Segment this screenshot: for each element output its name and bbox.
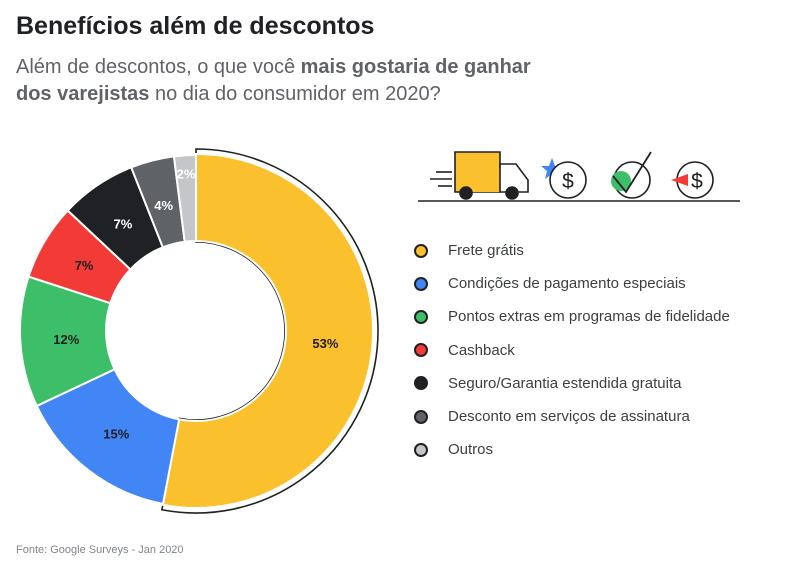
legend-swatch [414, 376, 428, 391]
chart-subtitle: Além de descontos, o que você mais gosta… [16, 54, 616, 108]
svg-text:$: $ [562, 170, 574, 193]
slice-label-desconto-em-servicos-de-assinatura: 4% [154, 198, 173, 213]
legend-label: Desconto em serviços de assinatura [448, 408, 690, 426]
chart-title: Benefícios além de descontos [16, 12, 375, 40]
slice-frete-gratis [161, 152, 374, 509]
slice-label-seguro-garantia-estendida-gratuita: 7% [114, 216, 133, 231]
legend-item-pontos-extras-em-programas-de-fidelidade: Pontos extras em programas de fidelidade [414, 300, 730, 333]
slice-label-condicoes-de-pagamento-especiais: 15% [103, 427, 129, 442]
legend-item-cashback: Cashback [414, 334, 730, 367]
legend-swatch [414, 343, 428, 358]
benefits-illustration: $ $ [418, 151, 740, 202]
chart-legend: Frete grátis Condições de pagamento espec… [414, 234, 730, 466]
legend-swatch [414, 309, 428, 324]
slice-label-cashback: 7% [75, 258, 94, 273]
slice-condicoes-de-pagamento-especiais [35, 367, 181, 506]
subtitle-bold-text: dos varejistas [16, 83, 150, 105]
legend-swatch [414, 243, 428, 258]
delivery-truck-icon [430, 151, 529, 200]
legend-label: Condições de pagamento especiais [448, 275, 686, 293]
legend-label: Frete grátis [448, 242, 524, 260]
slice-label-outros: 2% [177, 166, 196, 181]
dollar-coin-icon: $ [671, 161, 714, 199]
legend-item-seguro-garantia-estendida-gratuita: Seguro/Garantia estendida gratuita [414, 367, 730, 400]
slice-label-frete-gratis: 53% [312, 336, 338, 351]
slice-labels: 53% 15% 12% 7% 7% 4% 2% [53, 166, 339, 441]
legend-label: Pontos extras em programas de fidelidade [448, 308, 730, 326]
subtitle-bold-text: mais gostaria de ganhar [300, 56, 531, 78]
legend-item-condicoes-de-pagamento-especiais: Condições de pagamento especiais [414, 267, 730, 300]
slice-label-pontos-extras-em-programas-de-fidelidade: 12% [53, 332, 79, 347]
legend-swatch [414, 276, 428, 291]
legend-item-frete-gratis: Frete grátis [414, 234, 730, 267]
subtitle-text: no dia do consumidor em 2020? [149, 83, 441, 105]
slice-outros [172, 153, 197, 243]
donut-slices [19, 148, 379, 514]
slice-highlight-outline [160, 148, 379, 514]
dollar-coin-icon: $ [549, 161, 587, 199]
svg-text:$: $ [691, 170, 703, 193]
source-note: Fonte: Google Surveys - Jan 2020 [16, 544, 184, 556]
subtitle-text: Além de descontos, o que você [16, 56, 301, 78]
legend-label: Cashback [448, 341, 515, 359]
legend-swatch [414, 409, 428, 424]
legend-label: Outros [448, 441, 494, 459]
donut-chart: 53% 15% 12% 7% 7% 4% 2% $ [19, 148, 740, 514]
legend-label: Seguro/Garantia estendida gratuita [448, 374, 682, 392]
legend-item-outros: Outros [414, 433, 730, 466]
legend-item-desconto-em-servicos-de-assinatura: Desconto em serviços de assinatura [414, 400, 730, 433]
legend-swatch [414, 442, 428, 457]
checkmark-icon [611, 151, 652, 199]
